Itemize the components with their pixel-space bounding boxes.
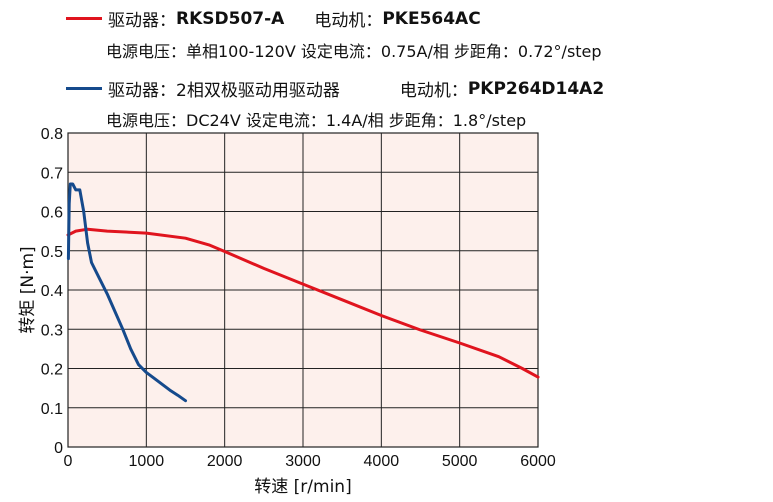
x-tick-label: 6000: [520, 453, 556, 470]
y-tick-label: 0.8: [41, 126, 63, 143]
y-tick-label: 0.6: [41, 205, 63, 222]
legend-swatch-2: [66, 87, 102, 90]
legend-1-motor-label: 电动机：: [314, 11, 383, 31]
x-tick-label: 4000: [364, 453, 400, 470]
y-tick-label: 0.5: [41, 244, 63, 261]
legend-2-driver-label: 驱动器：: [108, 81, 176, 101]
series-line-2: [66, 182, 187, 403]
y-axis-title: 转矩 [N·m]: [18, 246, 38, 333]
x-tick-label: 1000: [129, 453, 165, 470]
legend-entry-1: 驱动器： RKSD507-A 电动机： PKE564AC: [66, 6, 481, 31]
x-tick-label: 2000: [207, 453, 243, 470]
legend-entry-2: 驱动器： 2相双极驱动用驱动器 电动机： PKP264D14A2: [66, 76, 604, 101]
y-tick-label: 0.7: [41, 165, 63, 182]
series-line-1: [66, 227, 540, 379]
legend-1-specs: 电源电压：单相100-120V 设定电流：0.75A/相 步距角：0.72°/s…: [106, 42, 602, 61]
y-tick-label: 0: [54, 440, 63, 457]
x-axis-title: 转速 [r/min]: [254, 477, 351, 497]
x-tick-label: 0: [64, 453, 73, 470]
legend-2-motor: PKP264D14A2: [467, 78, 605, 99]
legend-1-driver: RKSD507-A: [176, 8, 285, 29]
legend-1-driver-label: 驱动器：: [108, 11, 176, 31]
y-tick-label: 0.1: [41, 401, 63, 418]
legend-2-specs: 电源电压：DC24V 设定电流：1.4A/相 步距角：1.8°/step: [106, 111, 527, 130]
y-tick-label: 0.4: [41, 283, 63, 300]
legend-2-motor-label: 电动机：: [399, 81, 468, 101]
y-tick-label: 0.2: [41, 362, 63, 379]
legend-1-motor: PKE564AC: [382, 8, 481, 29]
y-tick-label: 0.3: [41, 322, 63, 339]
legend-2-driver: 2相双极驱动用驱动器: [176, 81, 340, 101]
plot-frame: [67, 132, 539, 448]
legend-swatch-1: [66, 17, 102, 20]
x-tick-label: 3000: [285, 453, 321, 470]
x-tick-label: 5000: [442, 453, 478, 470]
